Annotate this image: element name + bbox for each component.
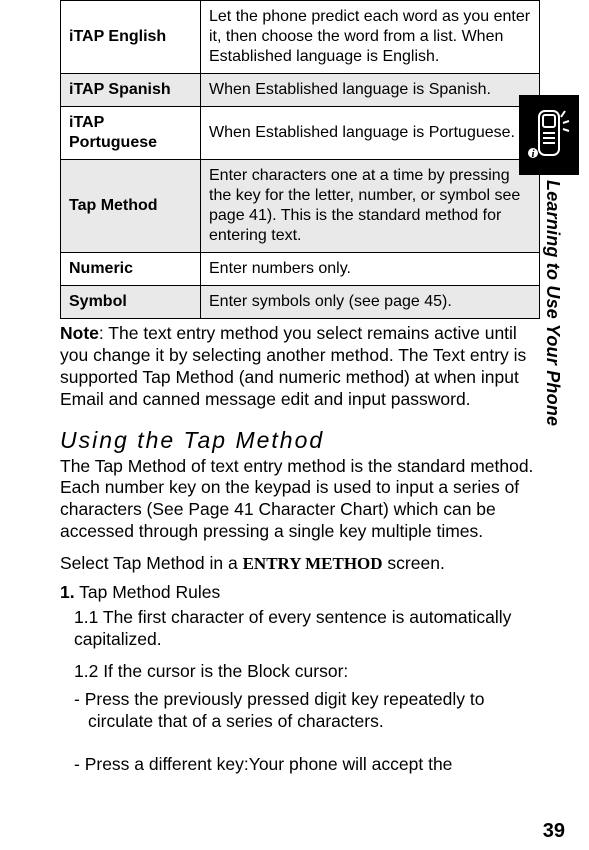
table-row-desc: Enter symbols only (see page 45).	[201, 286, 540, 319]
table-row-desc: When Established language is Spanish.	[201, 74, 540, 107]
entry-method-table: iTAP English Let the phone predict each …	[60, 0, 540, 319]
page-number: 39	[543, 820, 565, 843]
tap-method-body: The Tap Method of text entry method is t…	[60, 456, 540, 544]
chapter-tab-icon-box: i	[519, 95, 579, 175]
table-row-desc: When Established language is Portuguese.	[201, 107, 540, 160]
table-row-desc: Let the phone predict each word as you e…	[201, 1, 540, 74]
phone-icon: i	[525, 105, 573, 165]
section-heading: Using the Tap Method	[60, 427, 540, 454]
step-1-2: 1.2 If the cursor is the Block cursor:	[74, 661, 540, 683]
table-row-desc: Enter numbers only.	[201, 253, 540, 286]
select-line-post: screen.	[383, 553, 445, 573]
dash-item-1: - Press the previously pressed digit key…	[88, 689, 540, 733]
table-row-label: Tap Method	[61, 160, 201, 253]
step-1-num: 1.	[60, 582, 75, 602]
dash-item-2: - Press a different key:Your phone will …	[88, 754, 540, 776]
note-prefix: Note	[60, 323, 99, 343]
chapter-tab: i	[519, 95, 579, 175]
select-line-pre: Select Tap Method in a	[60, 553, 243, 573]
step-1-1: 1.1 The first character of every sentenc…	[74, 607, 540, 651]
note-text: Note: The text entry method you select r…	[60, 323, 540, 411]
table-row-label: iTAP Portuguese	[61, 107, 201, 160]
table-row-label: Symbol	[61, 286, 201, 319]
select-line: Select Tap Method in a ENTRY METHOD scre…	[60, 553, 540, 574]
table-row-label: iTAP English	[61, 1, 201, 74]
chapter-tab-label: Learning to Use Your Phone	[542, 180, 563, 426]
entry-method-label: ENTRY METHOD	[243, 554, 383, 573]
step-1: 1. Tap Method Rules	[60, 582, 540, 603]
table-row-label: iTAP Spanish	[61, 74, 201, 107]
table-row-desc: Enter characters one at a time by pressi…	[201, 160, 540, 253]
table-row-label: Numeric	[61, 253, 201, 286]
note-body: : The text entry method you select remai…	[60, 323, 526, 409]
step-1-text: Tap Method Rules	[75, 582, 221, 602]
